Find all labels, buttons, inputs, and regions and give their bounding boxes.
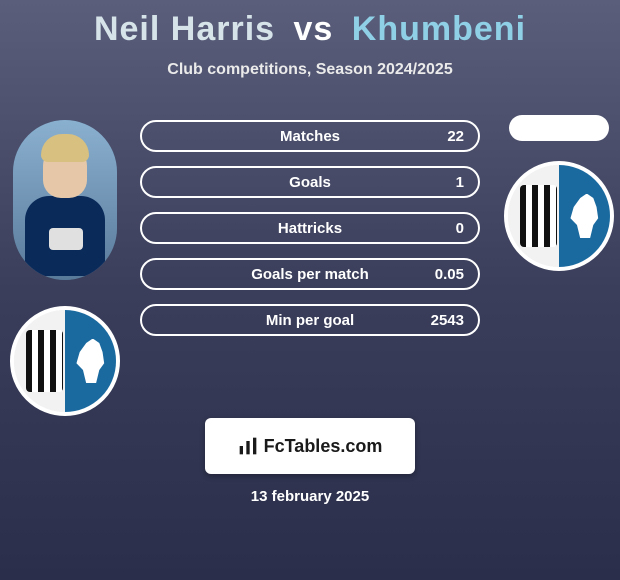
stat-right-value: 0 [414,220,464,237]
player1-club-crest [10,306,120,416]
stat-row-gpm: Goals per match 0.05 [140,258,480,290]
footer-date: 13 february 2025 [251,488,369,505]
player1-avatar [13,120,117,280]
stat-label: Goals [206,174,414,191]
right-avatar-column [504,115,614,271]
player2-club-crest [504,161,614,271]
source-badge-text: FcTables.com [264,436,383,457]
stat-label: Hattricks [206,220,414,237]
title-vs: vs [294,10,334,48]
stat-right-value: 22 [414,128,464,145]
page-title: Neil Harris vs Khumbeni [0,0,620,49]
stats-list: Matches 22 Goals 1 Hattricks 0 Goals per… [140,120,480,336]
stat-label: Matches [206,128,414,145]
source-badge: FcTables.com [205,418,415,474]
stat-row-hattricks: Hattricks 0 [140,212,480,244]
title-player2: Khumbeni [352,10,526,48]
player2-avatar-placeholder [509,115,609,141]
subtitle: Club competitions, Season 2024/2025 [0,61,620,79]
stat-row-mpg: Min per goal 2543 [140,304,480,336]
chart-icon [238,436,258,456]
stat-row-matches: Matches 22 [140,120,480,152]
left-avatar-column [10,120,120,416]
stat-right-value: 0.05 [414,266,464,283]
stat-label: Goals per match [206,266,414,283]
stat-right-value: 1 [414,174,464,191]
stat-right-value: 2543 [414,312,464,329]
title-player1: Neil Harris [94,10,275,48]
stat-row-goals: Goals 1 [140,166,480,198]
stat-label: Min per goal [206,312,414,329]
